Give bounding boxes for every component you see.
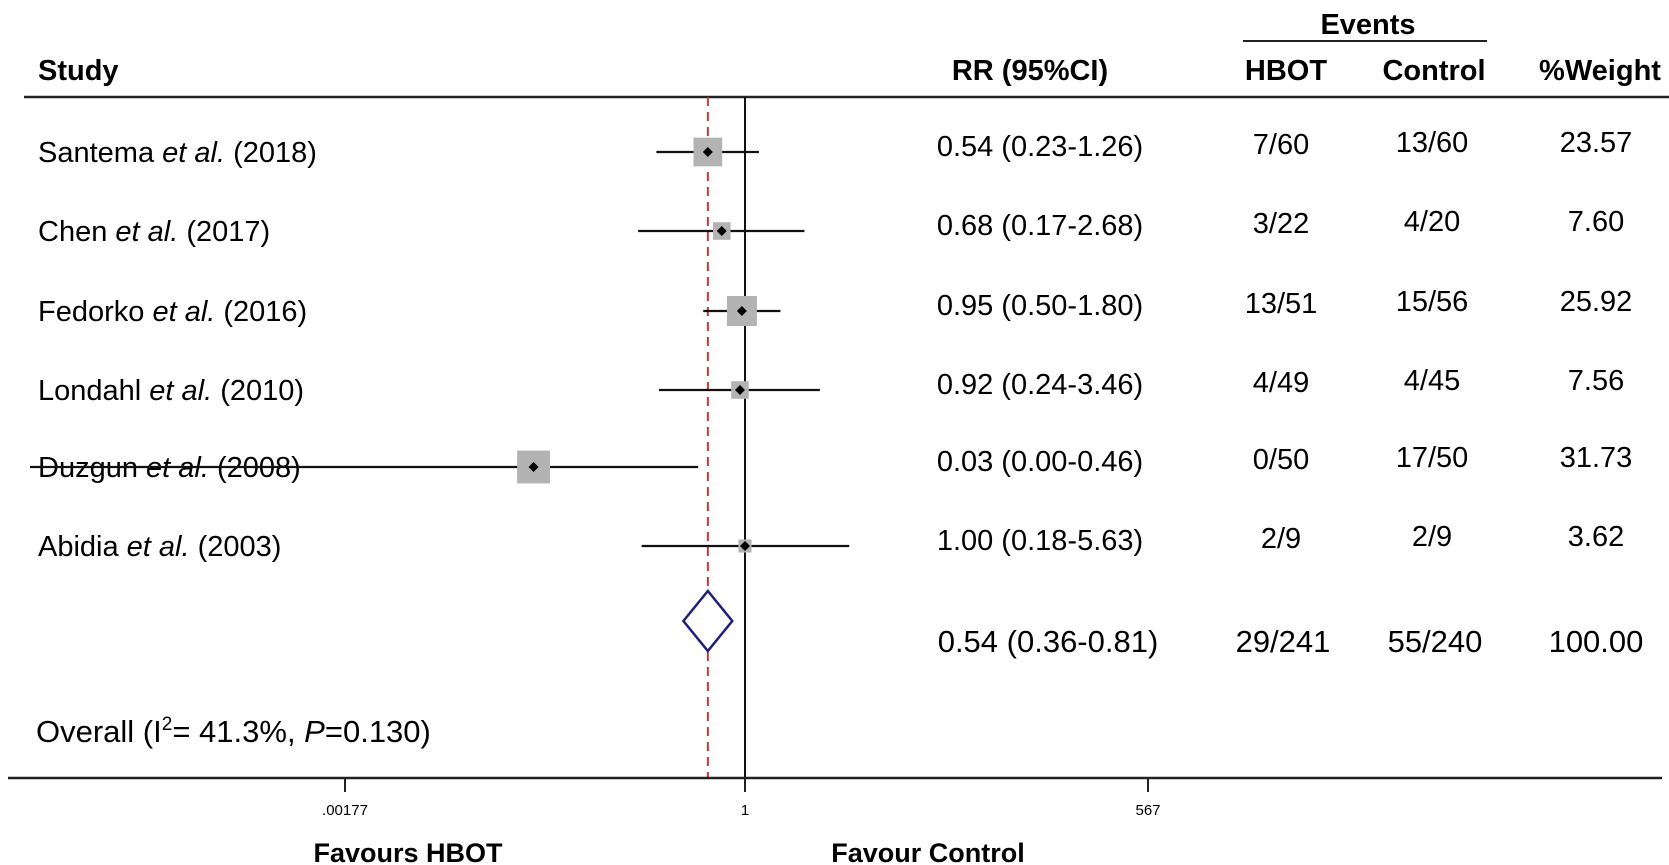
hbot-events: 3/22 (1253, 208, 1309, 240)
x-tick-label: 567 (1135, 802, 1160, 819)
study-label: Abidia et al. (2003) (38, 531, 281, 563)
overall-label: Overall (I2= 41.3%, P=0.130) (36, 714, 431, 749)
rr-ci-value: 0.68 (0.17-2.68) (937, 210, 1143, 242)
control-events: 13/60 (1396, 127, 1469, 159)
overall-hbot: 29/241 (1236, 624, 1331, 659)
hbot-events: 7/60 (1253, 129, 1309, 161)
favours-control-label: Favour Control (831, 838, 1025, 865)
rr-header: RR (95%CI) (952, 55, 1108, 87)
control-events: 15/56 (1396, 286, 1469, 318)
rr-ci-value: 0.92 (0.24-3.46) (937, 369, 1143, 401)
weight-value: 31.73 (1560, 442, 1633, 474)
rr-ci-value: 0.95 (0.50-1.80) (937, 290, 1143, 322)
point-estimate (716, 226, 727, 236)
point-estimate (740, 541, 750, 551)
weight-value: 23.57 (1560, 127, 1633, 159)
overall-diamond (681, 589, 734, 653)
point-estimate (734, 385, 745, 395)
study-row: Fedorko et al. (2016) 0.95 (0.50-1.80) 13/… (38, 286, 1632, 328)
weight-value: 3.62 (1568, 521, 1624, 553)
study-label: Londahl et al. (2010) (38, 375, 304, 407)
study-header: Study (38, 55, 119, 87)
study-row: Chen et al. (2017) 0.68 (0.17-2.68) 3/22 4/… (38, 206, 1624, 248)
overall-weight: 100.00 (1549, 624, 1644, 659)
events-header: Events (1320, 9, 1415, 41)
hbot-events: 2/9 (1261, 523, 1301, 555)
x-tick-label: 1 (741, 802, 749, 819)
control-events: 4/45 (1404, 365, 1460, 397)
rr-ci-value: 0.54 (0.23-1.26) (937, 131, 1143, 163)
control-events: 2/9 (1412, 521, 1452, 553)
point-estimate (736, 306, 747, 316)
rr-ci-value: 1.00 (0.18-5.63) (937, 525, 1143, 557)
control-header: Control (1382, 55, 1485, 87)
rr-ci-value: 0.03 (0.00-0.46) (937, 446, 1143, 478)
hbot-events: 4/49 (1253, 367, 1309, 399)
control-events: 17/50 (1396, 442, 1469, 474)
study-label: Santema et al. (2018) (38, 137, 317, 169)
weight-value: 25.92 (1560, 286, 1633, 318)
study-label: Chen et al. (2017) (38, 216, 270, 248)
study-label: Fedorko et al. (2016) (38, 296, 307, 328)
hbot-events: 0/50 (1253, 444, 1309, 476)
control-events: 4/20 (1404, 206, 1460, 238)
favours-hbot-label: Favours HBOT (313, 838, 503, 865)
weight-header: %Weight (1539, 55, 1661, 87)
study-row: Santema et al. (2018) 0.54 (0.23-1.26) 7/6… (38, 127, 1632, 169)
study-row: Duzgun et al. (2008) 0.03 (0.00-0.46) 0/50… (30, 442, 1632, 484)
weight-value: 7.60 (1568, 206, 1624, 238)
overall-control: 55/240 (1388, 624, 1483, 659)
weight-value: 7.56 (1568, 365, 1624, 397)
x-tick-label: .00177 (322, 802, 368, 819)
overall-rr: 0.54 (0.36-0.81) (938, 624, 1159, 659)
hbot-events: 13/51 (1245, 288, 1318, 320)
point-estimate (702, 147, 713, 157)
hbot-header: HBOT (1245, 55, 1327, 87)
point-estimate (528, 462, 539, 472)
study-row: Londahl et al. (2010) 0.92 (0.24-3.46) 4/4… (38, 365, 1624, 407)
study-row: Abidia et al. (2003) 1.00 (0.18-5.63) 2/9 2… (38, 521, 1624, 563)
